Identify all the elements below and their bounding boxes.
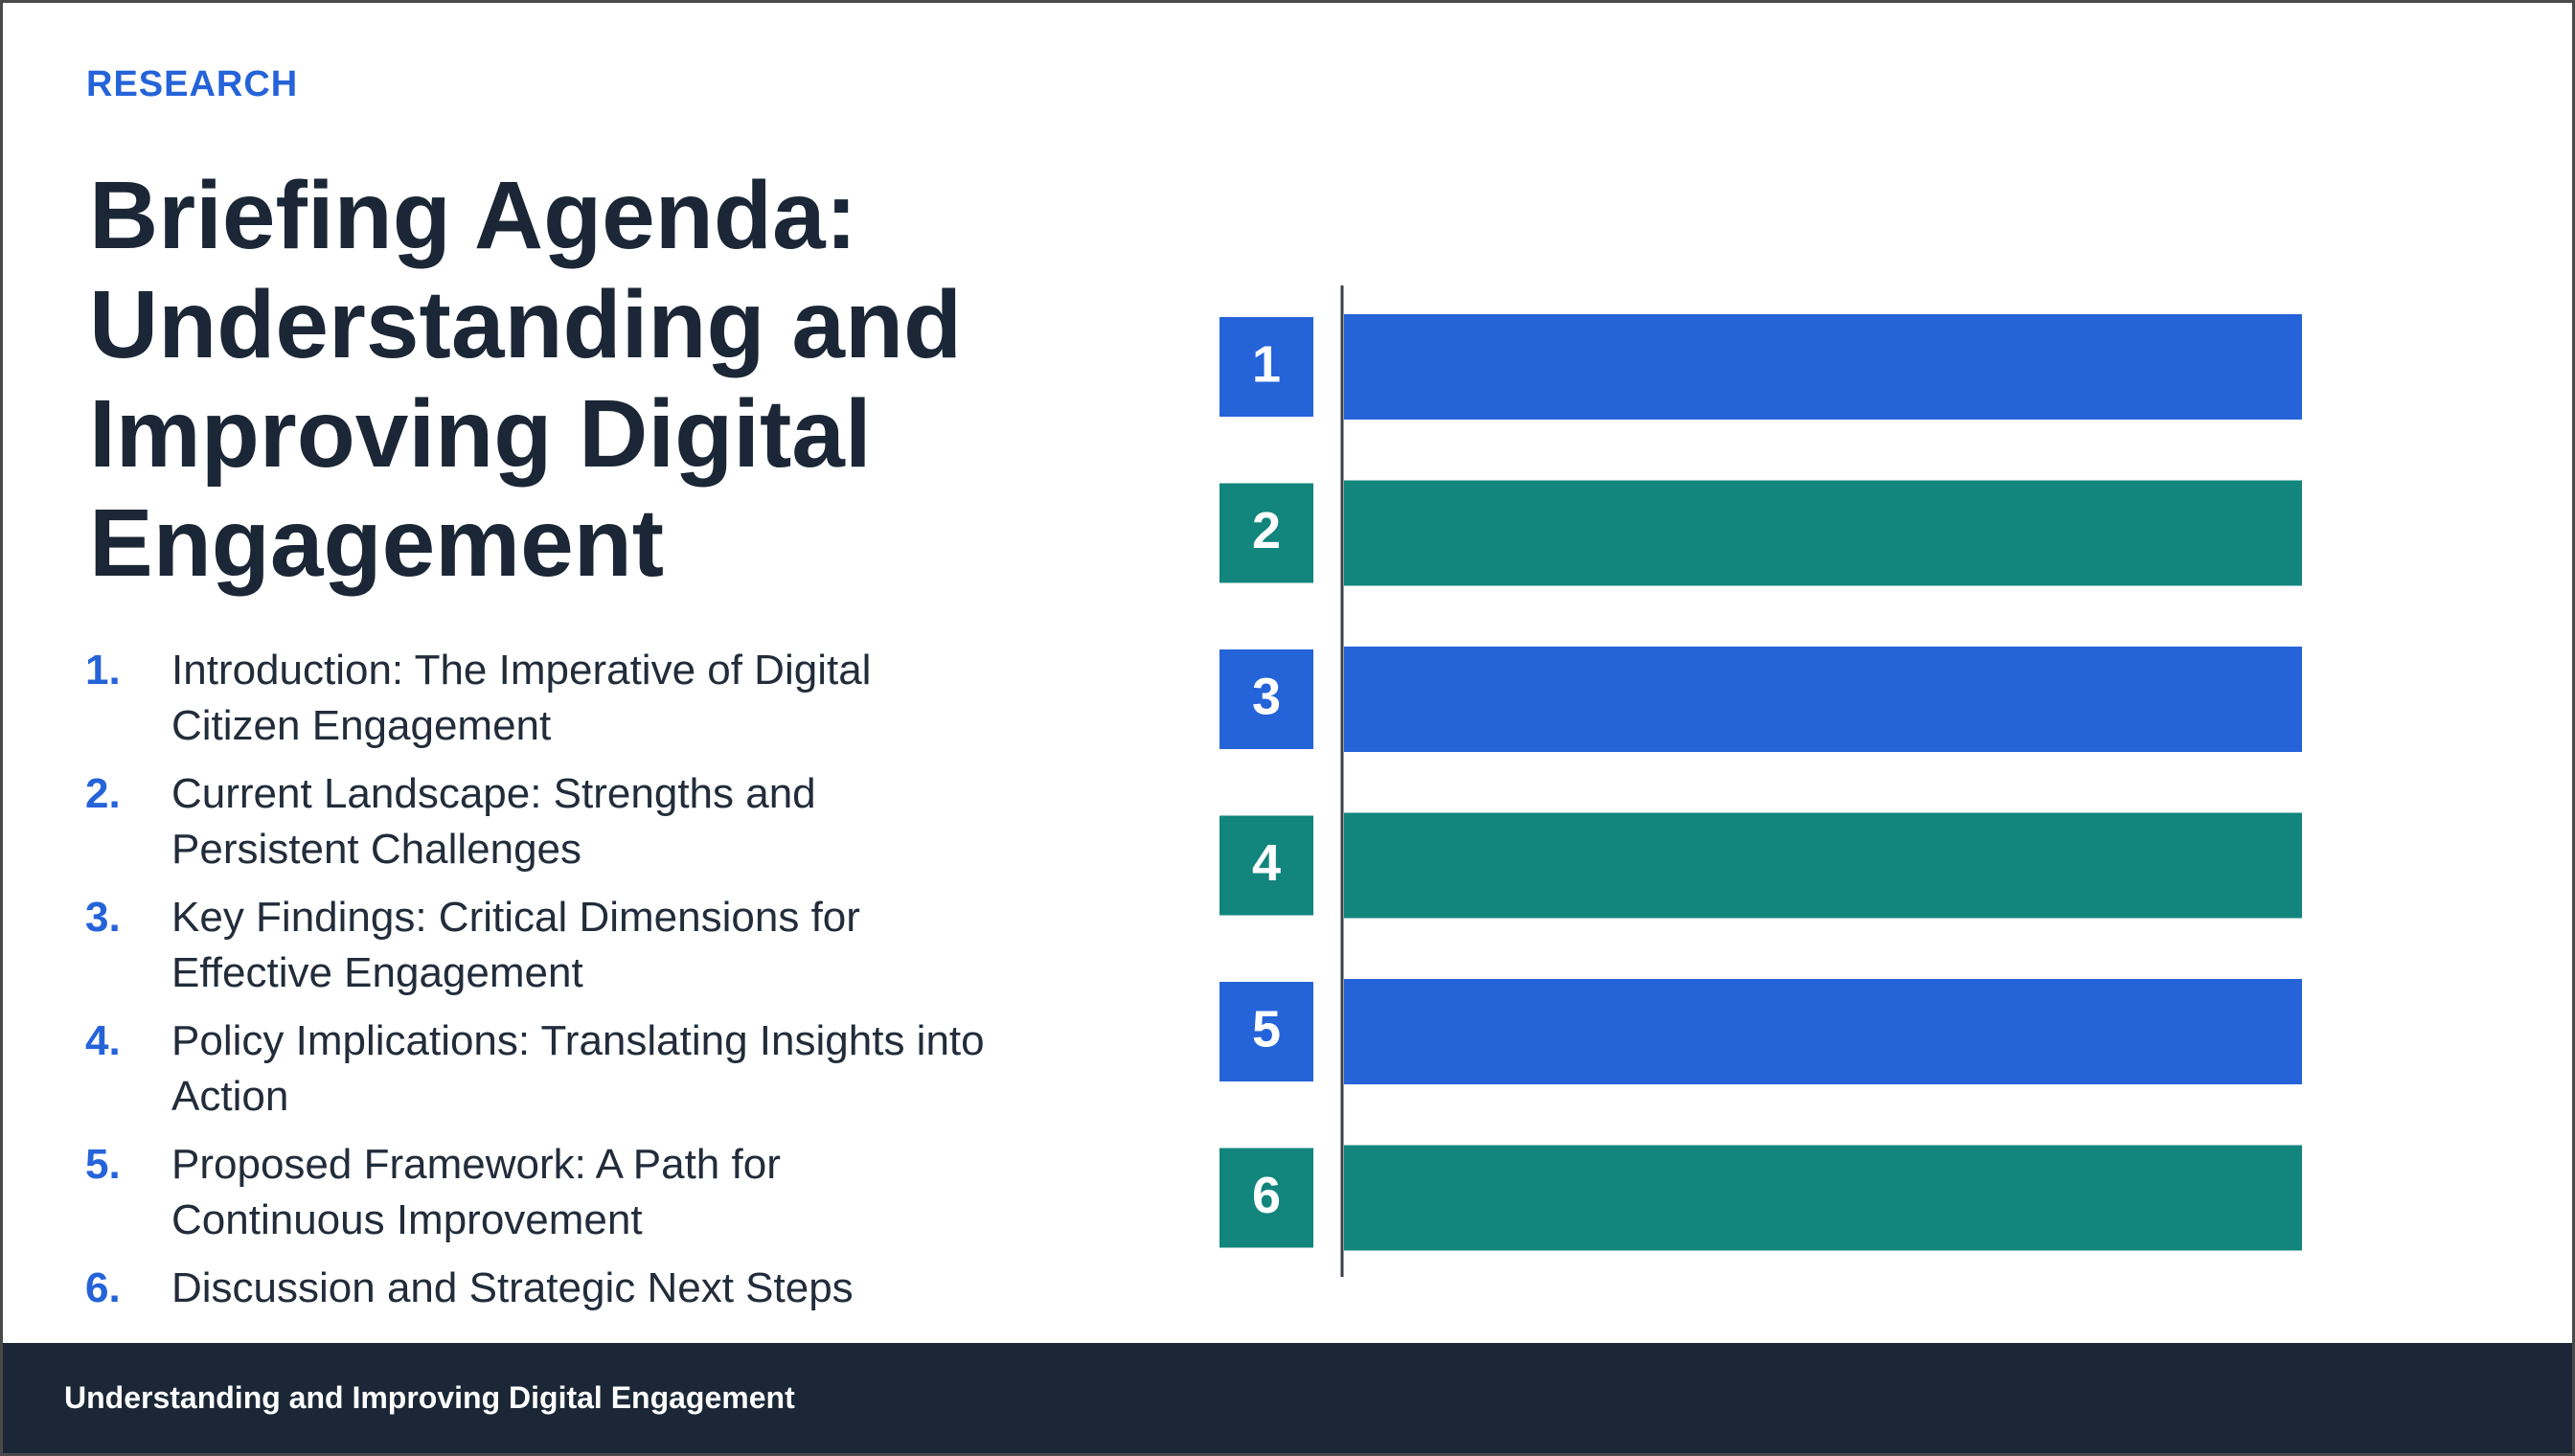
bar-label-box bbox=[1219, 483, 1313, 583]
agenda-item: 3. Key Findings: Critical Dimensions for… bbox=[85, 890, 1043, 1013]
bar-category-label: 2 bbox=[1252, 502, 1281, 559]
agenda-number: 3. bbox=[85, 894, 121, 941]
agenda-bar bbox=[1344, 1145, 2302, 1251]
bar-category-label: 1 bbox=[1252, 335, 1281, 393]
agenda-number: 4. bbox=[85, 1017, 121, 1064]
bar-category-label: 6 bbox=[1252, 1167, 1281, 1224]
agenda-item: 1. Introduction: The Imperative of Digit… bbox=[85, 643, 1043, 766]
footer-title: Understanding and Improving Digital Enga… bbox=[64, 1380, 795, 1415]
page-title: Briefing Agenda: Understanding and Impro… bbox=[89, 162, 963, 597]
agenda-text: Current Landscape: Strengths and Persist… bbox=[171, 770, 816, 873]
bar-category-label: 3 bbox=[1252, 668, 1281, 725]
agenda-text: Discussion and Strategic Next Steps bbox=[171, 1264, 854, 1311]
agenda-item: 5. Proposed Framework: A Path for Contin… bbox=[85, 1137, 1043, 1261]
agenda-bar bbox=[1344, 647, 2302, 752]
agenda-bar bbox=[1344, 480, 2302, 586]
bar-category-label: 4 bbox=[1252, 834, 1281, 892]
agenda-text: Proposed Framework: A Path for Continuou… bbox=[171, 1141, 781, 1243]
bar-label-box bbox=[1219, 815, 1313, 916]
agenda-text: Key Findings: Critical Dimensions for Ef… bbox=[171, 894, 860, 996]
agenda-number: 5. bbox=[85, 1141, 121, 1188]
bar-label-box bbox=[1219, 982, 1313, 1081]
agenda-item: 2. Current Landscape: Strengths and Pers… bbox=[85, 766, 1043, 890]
agenda-list: 1. Introduction: The Imperative of Digit… bbox=[85, 643, 1043, 1328]
agenda-number: 2. bbox=[85, 770, 121, 817]
bar-category-label: 5 bbox=[1252, 1000, 1281, 1058]
agenda-number: 6. bbox=[85, 1264, 121, 1311]
agenda-text: Policy Implications: Translating Insight… bbox=[171, 1017, 985, 1120]
agenda-bar-chart: 1 2 3 4 5 6 bbox=[1219, 285, 2302, 1277]
footer-bar: Understanding and Improving Digital Enga… bbox=[3, 1343, 2572, 1453]
bar-label-box bbox=[1219, 317, 1313, 417]
agenda-item: 4. Policy Implications: Translating Insi… bbox=[85, 1013, 1043, 1137]
agenda-number: 1. bbox=[85, 647, 121, 694]
section-eyebrow: RESEARCH bbox=[86, 64, 299, 104]
agenda-bar bbox=[1344, 979, 2302, 1084]
agenda-bar bbox=[1344, 314, 2302, 420]
bar-label-box bbox=[1219, 1148, 1313, 1248]
agenda-bar bbox=[1344, 812, 2302, 919]
bar-label-box bbox=[1219, 649, 1313, 749]
agenda-item: 6. Discussion and Strategic Next Steps bbox=[85, 1261, 1043, 1328]
agenda-text: Introduction: The Imperative of Digital … bbox=[171, 647, 872, 749]
